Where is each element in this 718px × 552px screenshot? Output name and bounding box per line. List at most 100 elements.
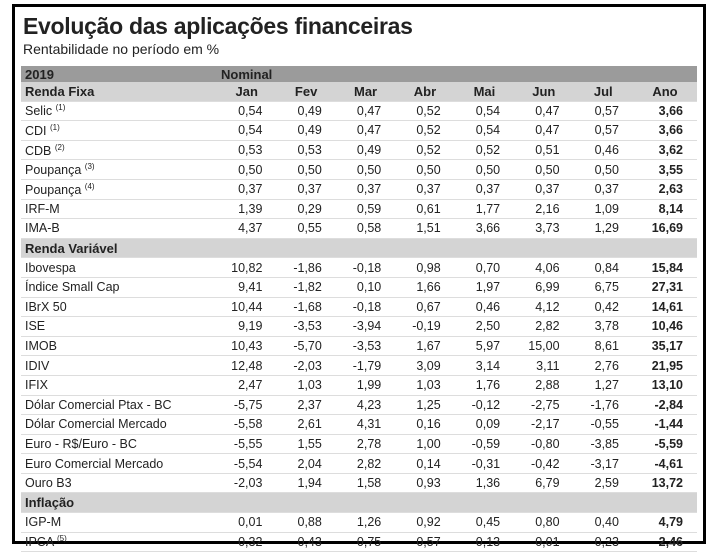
row-label-cell: CDI (1) — [21, 120, 217, 141]
cell: -0,19 — [395, 316, 455, 337]
row-label: Ibovespa — [25, 260, 76, 275]
cell: 0,37 — [514, 179, 574, 200]
row-label-cell: Ibovespa — [21, 257, 217, 278]
cell: 0,29 — [276, 199, 336, 220]
row-label: Poupança — [25, 182, 82, 197]
cell: 2,37 — [276, 395, 336, 416]
cell: -2,75 — [514, 395, 574, 416]
cell: 0,61 — [395, 199, 455, 220]
cell: -3,53 — [335, 336, 396, 357]
cell: 10,43 — [217, 336, 277, 357]
cell: 1,03 — [395, 375, 455, 396]
cell: 0,52 — [395, 101, 455, 122]
cell: 2,63 — [632, 179, 697, 200]
cell: 0,50 — [276, 159, 336, 180]
cell: -2,84 — [632, 395, 697, 416]
cell: 3,55 — [632, 159, 697, 180]
row-label: Selic — [25, 104, 53, 119]
cell: -5,70 — [276, 336, 336, 357]
row-label: IRF-M — [25, 201, 60, 216]
table-body: 2019 Nominal Renda Fixa Jan Fev Mar Abr Mai Jun… — [21, 66, 697, 552]
cell: 1,03 — [276, 375, 336, 396]
cell: 0,84 — [573, 257, 633, 278]
cell: 6,75 — [573, 277, 633, 298]
data-row: IPCA (5) 0,32 0,43 0,75 0,57 0,13 0,01 0,23 2,46 — [21, 532, 697, 552]
cell: 0,54 — [454, 120, 515, 141]
column-header: Jul — [573, 82, 633, 102]
row-label: IMOB — [25, 339, 57, 354]
cell: 0,42 — [573, 297, 633, 318]
row-label-cell: IBrX 50 — [21, 297, 217, 318]
cell: 1,99 — [335, 375, 396, 396]
cell: 0,50 — [395, 159, 455, 180]
cell: 0,01 — [514, 532, 574, 552]
cell: 1,26 — [335, 512, 396, 533]
cell: 0,54 — [454, 101, 515, 122]
title: Evolução das aplicações financeiras — [23, 13, 413, 39]
data-row: Euro - R$/Euro - BC -5,55 1,55 2,78 1,00 -0,5… — [21, 434, 697, 455]
row-label: CDI — [25, 124, 47, 139]
column-header: Jun — [514, 82, 574, 102]
cell: 0,49 — [276, 120, 336, 141]
cell: 0,47 — [335, 101, 396, 122]
note: (4) — [84, 181, 95, 191]
cell: 6,99 — [514, 277, 574, 298]
row-label-cell: Dólar Comercial Ptax - BC — [21, 395, 217, 416]
cell: 2,04 — [276, 453, 336, 474]
cell: 14,61 — [632, 297, 697, 318]
row-label-cell: Selic (1) — [21, 101, 217, 122]
cell: 0,92 — [395, 512, 455, 533]
cell: 0,37 — [573, 179, 633, 200]
column-header: Mai — [454, 82, 515, 102]
data-row: CDI (1) 0,54 0,49 0,47 0,52 0,54 0,47 0,57 3,66 — [21, 120, 697, 141]
cell: 0,51 — [514, 140, 574, 161]
cell: 0,45 — [454, 512, 515, 533]
data-row: Selic (1) 0,54 0,49 0,47 0,52 0,54 0,47 0,57 3,6… — [21, 101, 697, 122]
cell: 13,72 — [632, 473, 697, 494]
table: 2019 Nominal Renda Fixa Jan Fev Mar Abr Mai Jun… — [21, 66, 697, 552]
data-row: CDB (2) 0,53 0,53 0,49 0,52 0,52 0,51 0,46 3,62 — [21, 140, 697, 161]
row-label: Euro - R$/Euro - BC — [25, 436, 137, 451]
cell: 5,97 — [454, 336, 515, 357]
cell: 0,37 — [276, 179, 336, 200]
cell: -3,17 — [573, 453, 633, 474]
row-label-cell: ISE — [21, 316, 217, 337]
cell: 0,54 — [217, 120, 277, 141]
cell: 3,09 — [395, 355, 455, 376]
cell: 2,50 — [454, 316, 515, 337]
data-row: IFIX 2,47 1,03 1,99 1,03 1,76 2,88 1,27 13,10 — [21, 375, 697, 396]
cell: -2,17 — [514, 414, 574, 435]
cell: 3,66 — [632, 101, 697, 122]
column-header: Ano — [632, 82, 697, 102]
row-label: IGP-M — [25, 515, 62, 530]
cell: 2,46 — [632, 532, 697, 552]
row-label: IMA-B — [25, 221, 60, 236]
cell: -0,18 — [335, 257, 396, 278]
cell: 3,78 — [573, 316, 633, 337]
cell: 1,76 — [454, 375, 515, 396]
row-label-cell: Euro - R$/Euro - BC — [21, 434, 217, 455]
cell: 0,80 — [514, 512, 574, 533]
cell: 16,69 — [632, 218, 697, 239]
cell: 15,00 — [514, 336, 574, 357]
data-row: Poupança (4) 0,37 0,37 0,37 0,37 0,37 0,37 0,37… — [21, 179, 697, 200]
row-label: Índice Small Cap — [25, 280, 120, 295]
note: (3) — [84, 162, 95, 172]
cell: 10,82 — [217, 257, 277, 278]
cell: 10,44 — [217, 297, 277, 318]
cell: 0,50 — [217, 159, 277, 180]
cell: -0,80 — [514, 434, 574, 455]
cell: -1,68 — [276, 297, 336, 318]
cell: -3,53 — [276, 316, 336, 337]
row-label-cell: IGP-M — [21, 512, 217, 533]
cell: 0,52 — [454, 140, 515, 161]
cell: 0,09 — [454, 414, 515, 435]
cell: 0,16 — [395, 414, 455, 435]
cell: -5,58 — [217, 414, 277, 435]
cell: 21,95 — [632, 355, 697, 376]
cell: 0,49 — [335, 140, 396, 161]
cell: 27,31 — [632, 277, 697, 298]
cell: 2,61 — [276, 414, 336, 435]
data-row: Dólar Comercial Mercado -5,58 2,61 4,31 0,16… — [21, 414, 697, 435]
cell: 0,47 — [335, 120, 396, 141]
